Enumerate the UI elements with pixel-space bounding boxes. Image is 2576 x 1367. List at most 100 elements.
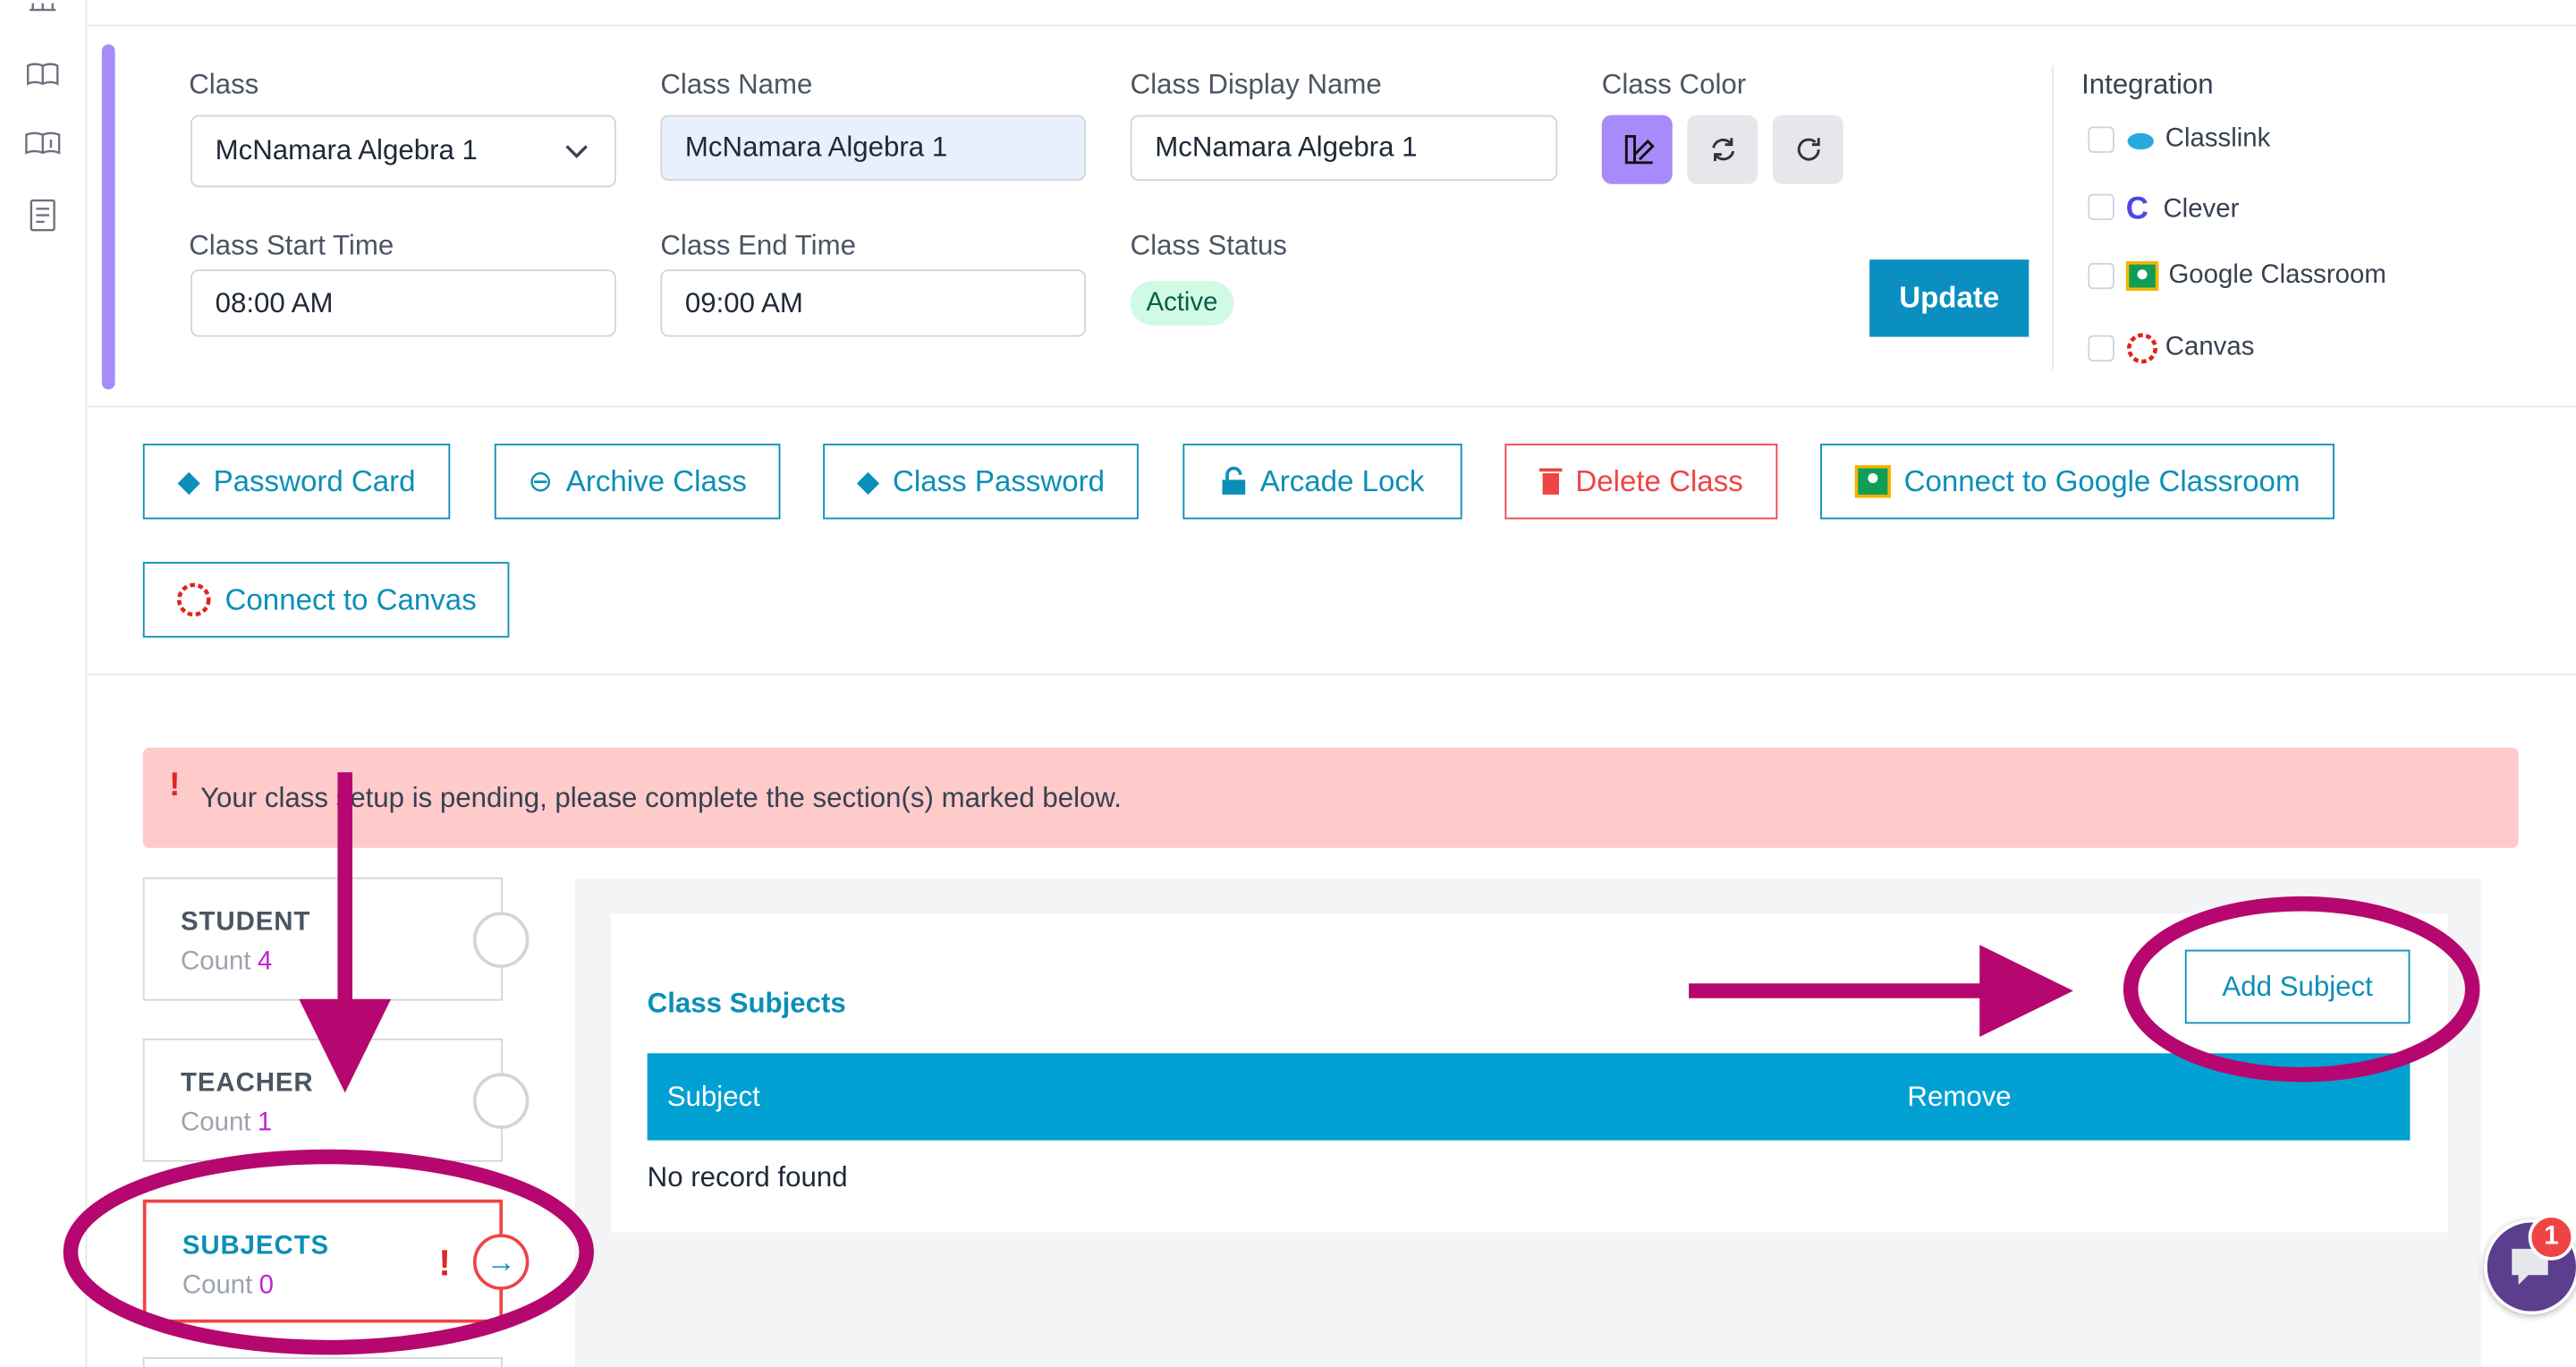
option-label: Clever bbox=[2163, 195, 2240, 224]
add-subject-button[interactable]: Add Subject bbox=[2184, 949, 2411, 1024]
class-select[interactable]: McNamara Algebra 1 bbox=[191, 115, 616, 188]
color-strip bbox=[101, 44, 115, 390]
color-picker[interactable] bbox=[1601, 115, 1673, 184]
status-circle: → bbox=[472, 1234, 530, 1290]
integration-option: Canvas bbox=[2126, 332, 2255, 365]
chat-badge: 1 bbox=[2528, 1214, 2575, 1261]
count-label: Count bbox=[181, 1108, 251, 1137]
count-value: 4 bbox=[257, 947, 273, 976]
label: Class bbox=[189, 69, 259, 101]
icon bbox=[2127, 132, 2154, 150]
icon bbox=[1854, 464, 1891, 498]
status-circle bbox=[472, 912, 530, 968]
display-name-input[interactable]: McNamara Algebra 1 bbox=[1130, 115, 1558, 182]
icon: ◆ bbox=[856, 463, 880, 497]
shuffle-color[interactable] bbox=[1687, 115, 1758, 184]
section-count: Count 4 bbox=[181, 948, 272, 978]
section-tab[interactable]: SUBJECTS Count 0! bbox=[142, 1199, 504, 1323]
arcade-lock-button[interactable]: Arcade Lock bbox=[1182, 443, 1462, 520]
checkbox[interactable] bbox=[2088, 335, 2114, 362]
section-count: Count 0 bbox=[182, 1272, 274, 1302]
checkbox[interactable] bbox=[2088, 262, 2114, 290]
column-header: Subject bbox=[666, 1081, 760, 1113]
section-count: Count 1 bbox=[181, 1109, 272, 1139]
icon bbox=[176, 582, 211, 617]
status-badge: Active bbox=[1130, 281, 1234, 326]
section-name: TEACHER bbox=[181, 1069, 314, 1098]
button-label: Connect to Canvas bbox=[225, 582, 477, 616]
column-header: Remove bbox=[1907, 1081, 2012, 1113]
status-circle bbox=[472, 1073, 530, 1129]
section-name: STUDENT bbox=[181, 908, 311, 937]
warning-icon: ! bbox=[438, 1242, 451, 1284]
class-password-button[interactable]: ◆ Class Password bbox=[823, 443, 1139, 520]
section-tab bbox=[142, 1357, 504, 1367]
button-label: Password Card bbox=[213, 463, 416, 497]
alert-text: Your class setup is pending, please comp… bbox=[200, 781, 1122, 813]
button-label: Connect to Google Classroom bbox=[1903, 463, 2301, 497]
icon bbox=[1711, 138, 1734, 161]
icon bbox=[1796, 138, 1819, 161]
icon: С bbox=[2125, 191, 2148, 227]
integration-title: Integration bbox=[2081, 69, 2214, 101]
count-value: 1 bbox=[257, 1108, 273, 1137]
archive-class-button[interactable]: ⊖ Archive Class bbox=[494, 443, 781, 520]
button-label: Class Password bbox=[893, 463, 1106, 497]
label: Class Name bbox=[660, 69, 813, 101]
connect-google-button[interactable]: Connect to Google Classroom bbox=[1820, 443, 2334, 520]
label: Class Status bbox=[1130, 230, 1287, 262]
icon bbox=[2125, 261, 2159, 292]
integration-option: Classlink bbox=[2126, 124, 2271, 155]
icon bbox=[1222, 466, 1246, 495]
icon bbox=[2127, 333, 2158, 364]
icon bbox=[1538, 468, 1563, 495]
divider bbox=[87, 674, 2576, 675]
label: Class Display Name bbox=[1130, 69, 1382, 101]
sidebar-icons[interactable] bbox=[0, 0, 87, 247]
reset-color[interactable] bbox=[1772, 115, 1843, 184]
connect-canvas-button[interactable]: Connect to Canvas bbox=[142, 562, 510, 638]
icon: ◆ bbox=[177, 463, 200, 497]
option-label: Google Classroom bbox=[2168, 261, 2386, 290]
section-name: SUBJECTS bbox=[182, 1232, 330, 1261]
start-time-input[interactable]: 08:00 AM bbox=[191, 269, 616, 337]
integration-option: Google Classroom bbox=[2125, 261, 2386, 292]
icon: ⊖ bbox=[528, 463, 554, 497]
button-label: Delete Class bbox=[1575, 463, 1743, 497]
option-label: Classlink bbox=[2165, 124, 2271, 153]
divider bbox=[2052, 65, 2054, 370]
icon bbox=[2512, 1248, 2548, 1286]
count-value: 0 bbox=[258, 1271, 275, 1300]
button-label: Arcade Lock bbox=[1259, 463, 1425, 497]
password-card-button[interactable]: ◆ Password Card bbox=[142, 443, 451, 520]
divider bbox=[87, 405, 2576, 408]
count-label: Count bbox=[181, 947, 251, 976]
checkbox[interactable] bbox=[2088, 126, 2114, 153]
button-label: Archive Class bbox=[565, 463, 747, 497]
table-header: Subject Remove bbox=[647, 1053, 2411, 1141]
count-label: Count bbox=[182, 1271, 253, 1300]
label: Class Start Time bbox=[189, 230, 394, 262]
card-title: Class Subjects bbox=[647, 987, 846, 1019]
alert-icon: ! bbox=[169, 767, 181, 804]
update-button[interactable]: Update bbox=[1869, 259, 2029, 337]
icon bbox=[1623, 134, 1654, 165]
sidebar bbox=[0, 0, 88, 1367]
label: Class Color bbox=[1601, 69, 1747, 101]
alert: ! Your class setup is pending, please com… bbox=[142, 747, 2519, 848]
divider bbox=[87, 24, 2576, 27]
chevron bbox=[565, 144, 588, 157]
label: Class End Time bbox=[660, 230, 857, 262]
class-name-input[interactable]: McNamara Algebra 1 bbox=[660, 115, 1087, 182]
delete-class-button[interactable]: Delete Class bbox=[1504, 443, 1778, 520]
integration-option: С Clever bbox=[2126, 192, 2240, 228]
checkbox[interactable] bbox=[2088, 193, 2114, 221]
section-tab[interactable]: TEACHER Count 1 bbox=[142, 1038, 504, 1162]
end-time-input[interactable]: 09:00 AM bbox=[660, 269, 1087, 337]
empty-message: No record found bbox=[647, 1161, 848, 1193]
option-label: Canvas bbox=[2165, 333, 2255, 362]
select-value: McNamara Algebra 1 bbox=[215, 134, 478, 166]
